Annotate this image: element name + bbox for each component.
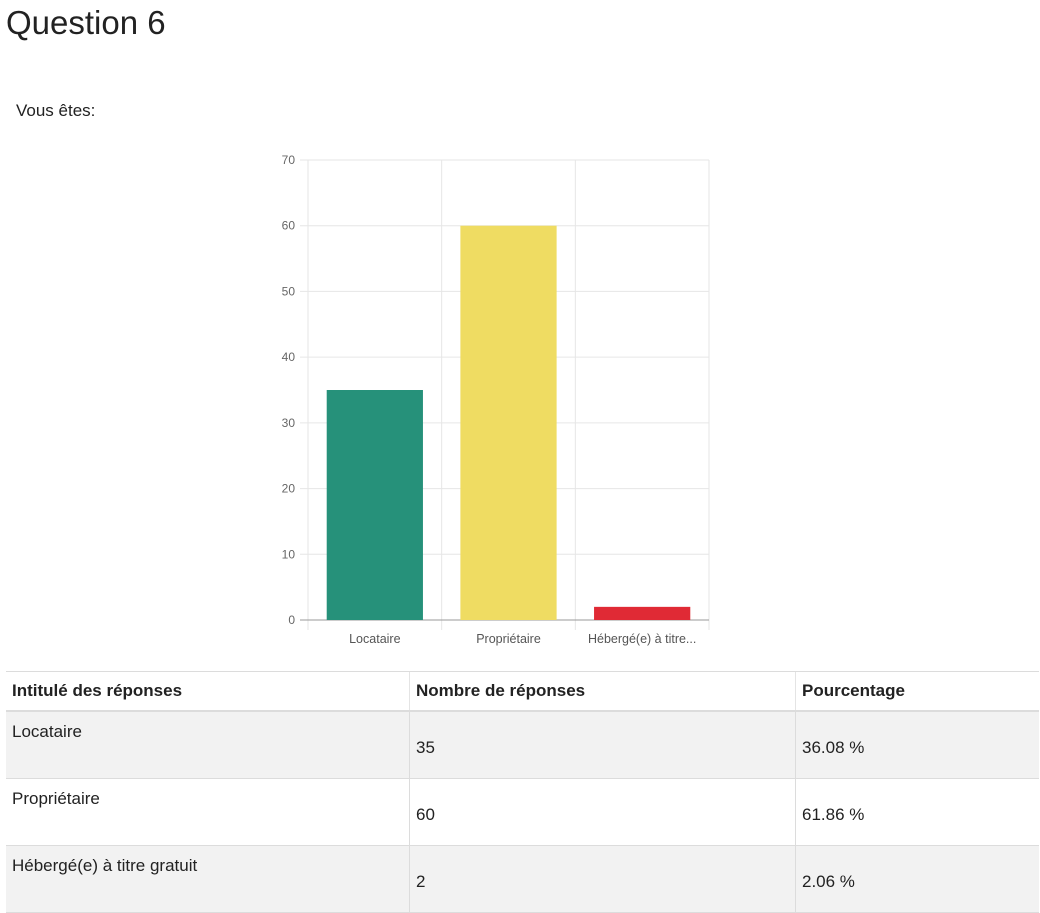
x-tick-label: Locataire (349, 632, 400, 646)
question-text: Vous êtes: (16, 101, 96, 120)
row-label: Locataire (6, 711, 410, 779)
results-table: Intitulé des réponses Nombre de réponses… (6, 671, 1039, 913)
y-tick-label: 20 (282, 482, 296, 496)
table-header-row: Intitulé des réponses Nombre de réponses… (6, 671, 1039, 712)
table-row: Hébergé(e) à titre gratuit 2 2.06 % (6, 845, 1039, 913)
table-row: Propriétaire 60 61.86 % (6, 778, 1039, 846)
row-percent: 61.86 % (795, 778, 1039, 846)
y-tick-label: 60 (282, 219, 296, 233)
bar-1 (326, 390, 423, 620)
row-count: 60 (409, 778, 796, 846)
y-tick-label: 30 (282, 416, 296, 430)
table-row: Locataire 35 36.08 % (6, 711, 1039, 779)
y-tick-label: 0 (288, 613, 295, 627)
row-count: 2 (409, 845, 796, 913)
row-label: Hébergé(e) à titre gratuit (6, 845, 410, 913)
y-tick-label: 50 (282, 284, 296, 298)
bar-2 (460, 225, 557, 620)
bar-3 (594, 606, 691, 620)
row-percent: 36.08 % (795, 711, 1039, 779)
row-count: 35 (409, 711, 796, 779)
bar-chart: 0 10 20 30 40 50 60 70 Locataire Propriétaire Hébe… (282, 153, 710, 646)
header-label: Intitulé des réponses (6, 671, 410, 712)
x-tick-label: Propriétaire (476, 632, 541, 646)
page-title: Question 6 (6, 4, 166, 41)
row-label: Propriétaire (6, 778, 410, 846)
y-tick-label: 10 (282, 547, 296, 561)
header-count: Nombre de réponses (409, 671, 796, 712)
row-percent: 2.06 % (795, 845, 1039, 913)
y-tick-label: 70 (282, 153, 296, 167)
y-tick-label: 40 (282, 350, 296, 364)
x-tick-label: Hébergé(e) à titre... (588, 632, 696, 646)
header-percent: Pourcentage (795, 671, 1039, 712)
